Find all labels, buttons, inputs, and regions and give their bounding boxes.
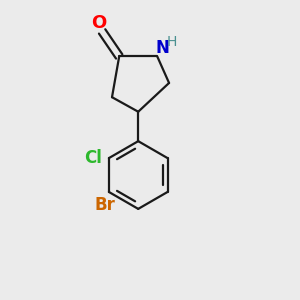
Text: H: H [166, 35, 177, 49]
Text: Cl: Cl [84, 148, 102, 166]
Text: N: N [156, 39, 170, 57]
Text: O: O [92, 14, 107, 32]
Text: Br: Br [94, 196, 115, 214]
